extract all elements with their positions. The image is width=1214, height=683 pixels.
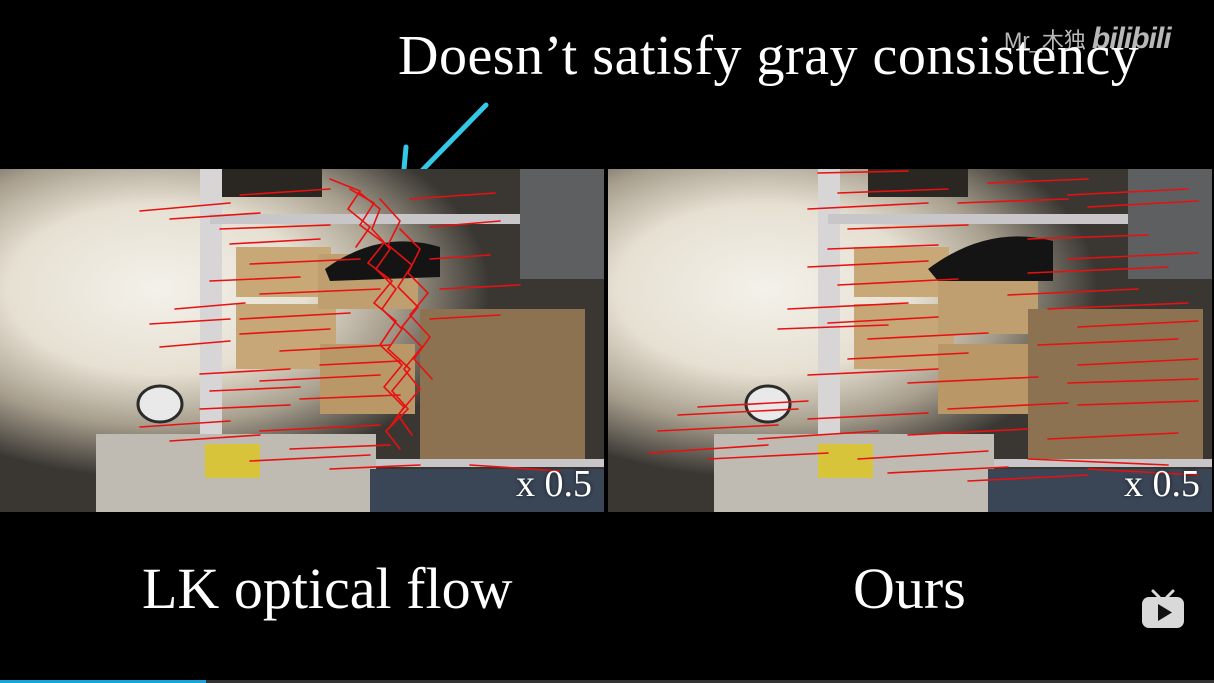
ours-speed-label: x 0.5: [1124, 463, 1200, 505]
bilibili-watermark: Mr_木独 bilibili: [1004, 22, 1172, 56]
playback-progress-fill: [0, 680, 207, 683]
lk-scene-image: [0, 169, 604, 512]
playback-progress-bar[interactable]: [0, 680, 1214, 683]
lk-optical-flow-frame: x 0.5: [0, 169, 604, 512]
watermark-brand: bilibili: [1091, 22, 1172, 55]
bilibili-tv-icon[interactable]: [1140, 588, 1186, 630]
ours-scene-image: [608, 169, 1212, 512]
ours-frame: x 0.5: [608, 169, 1212, 512]
ours-caption: Ours: [853, 556, 966, 621]
lk-caption: LK optical flow: [142, 556, 513, 621]
watermark-user: Mr_木独: [1004, 28, 1086, 53]
headline-annotation: Doesn’t satisfy gray consistency: [398, 25, 1140, 87]
lk-speed-label: x 0.5: [516, 463, 592, 505]
